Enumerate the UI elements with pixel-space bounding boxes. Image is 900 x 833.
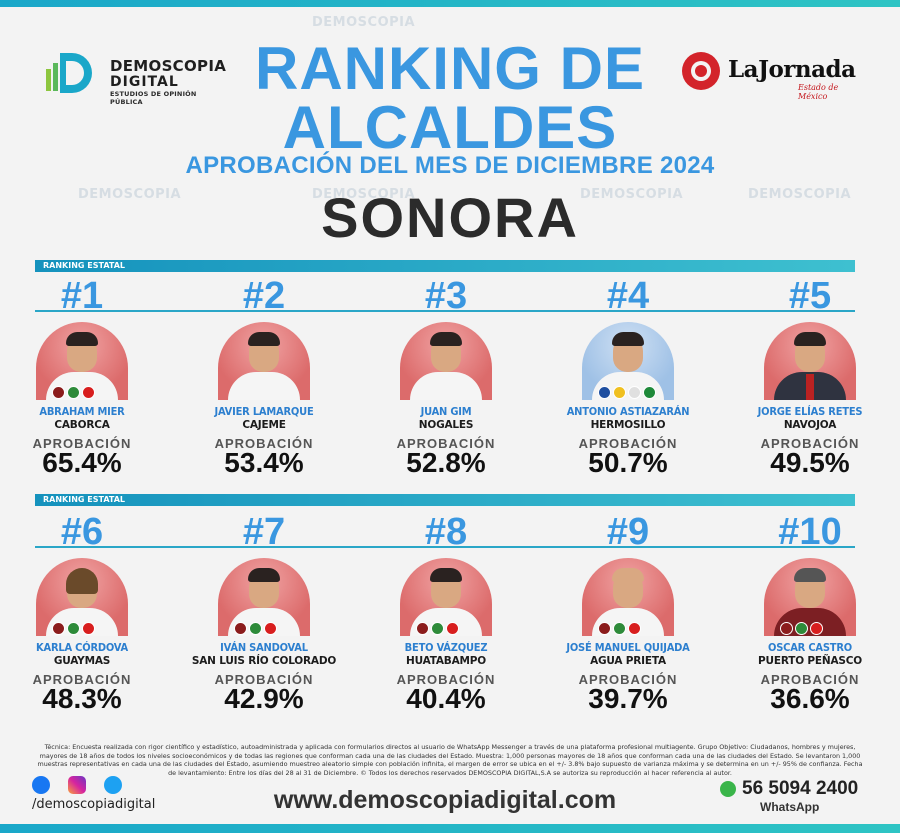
rank-number: #5 <box>788 275 832 317</box>
approval-value: 40.4% <box>406 683 486 714</box>
city-name: PUERTO PEÑASCO <box>758 655 862 667</box>
title-line-1: RANKING DE <box>254 35 645 102</box>
candidate-name: BETO VÁZQUEZ <box>404 641 488 654</box>
candidate-name: JOSÉ MANUEL QUIJADA <box>566 641 690 654</box>
approval-value: 39.7% <box>588 683 668 714</box>
sun-icon <box>682 52 720 90</box>
city-name: CABORCA <box>54 419 110 431</box>
whatsapp-label: WhatsApp <box>760 800 820 814</box>
city-name: NAVOJOA <box>783 419 837 431</box>
methodology-note: Técnica: Encuesta realizada con rigor ci… <box>37 743 863 777</box>
approval-label: APROBACIÓN <box>396 672 496 687</box>
city-name: GUAYMAS <box>53 655 111 667</box>
city-name: HERMOSILLO <box>590 419 666 431</box>
top-accent-bar <box>0 0 900 7</box>
subtitle: APROBACIÓN DEL MES DE DICIEMBRE 2024 <box>185 152 715 179</box>
partner-sub: Estado de México <box>798 83 839 101</box>
website-link[interactable]: www.demoscopiadigital.com <box>273 786 617 814</box>
facebook-icon[interactable] <box>32 776 50 794</box>
candidate-photo <box>36 558 128 636</box>
rank-number: #3 <box>424 275 468 317</box>
social-icons <box>32 776 122 794</box>
section-label: RANKING ESTATAL <box>43 495 126 504</box>
city-name: AGUA PRIETA <box>590 655 666 667</box>
candidate-photo <box>218 322 310 400</box>
brand-name-1: DEMOSCOPIA <box>110 57 227 75</box>
instagram-icon[interactable] <box>68 776 86 794</box>
approval-label: APROBACIÓN <box>214 436 314 451</box>
candidate-photo <box>36 322 128 400</box>
rank-number: #1 <box>60 275 104 317</box>
watermark: DEMOSCOPIA <box>580 187 684 202</box>
rank-number: #7 <box>242 511 286 553</box>
approval-value: 50.7% <box>588 447 668 478</box>
approval-label: APROBACIÓN <box>578 672 678 687</box>
demoscopia-mark-icon <box>46 53 92 93</box>
title-line-2: ALCALDES <box>282 94 618 161</box>
candidate-name: JORGE ELÍAS RETES <box>757 405 863 418</box>
candidate-photo <box>400 322 492 400</box>
candidate-photo <box>218 558 310 636</box>
bottom-accent-bar <box>0 824 900 833</box>
approval-label: APROBACIÓN <box>578 436 678 451</box>
rank-number: #9 <box>606 511 650 553</box>
section-bar: RANKING ESTATAL <box>35 260 855 272</box>
divider <box>35 310 855 312</box>
candidate-name: ANTONIO ASTIAZARÁN <box>566 405 690 418</box>
city-name: SAN LUIS RÍO COLORADO <box>191 655 337 667</box>
approval-label: APROBACIÓN <box>760 672 860 687</box>
approval-label: APROBACIÓN <box>760 436 860 451</box>
approval-value: 52.8% <box>406 447 486 478</box>
candidate-name: KARLA CÓRDOVA <box>36 641 128 654</box>
candidate-photo <box>764 322 856 400</box>
candidate-name: ABRAHAM MIER <box>39 405 125 418</box>
approval-label: APROBACIÓN <box>32 436 132 451</box>
approval-value: 49.5% <box>770 447 850 478</box>
watermark: DEMOSCOPIA <box>748 187 852 202</box>
candidate-photo <box>764 558 856 636</box>
divider <box>35 546 855 548</box>
brand-tagline: ESTUDIOS DE OPINIÓN PÚBLICA <box>110 90 197 106</box>
candidate-name: JUAN GIM <box>420 405 472 418</box>
whatsapp-icon <box>720 781 736 797</box>
approval-label: APROBACIÓN <box>32 672 132 687</box>
rank-number: #2 <box>242 275 286 317</box>
section-label: RANKING ESTATAL <box>43 261 126 270</box>
candidate-photo <box>400 558 492 636</box>
approval-value: 65.4% <box>42 447 122 478</box>
candidate-name: JAVIER LAMARQUE <box>214 405 314 418</box>
la-jornada-logo: LaJornada Estado de México <box>680 50 860 101</box>
state-name: SONORA <box>321 186 579 249</box>
rank-number: #10 <box>778 511 842 553</box>
city-name: HUATABAMPO <box>406 655 486 667</box>
section-bar: RANKING ESTATAL <box>35 494 855 506</box>
demoscopia-logo: DEMOSCOPIA DIGITAL ESTUDIOS DE OPINIÓN P… <box>44 47 226 106</box>
rank-number: #6 <box>60 511 104 553</box>
phone-number: 56 5094 2400 <box>742 778 859 799</box>
rank-number: #8 <box>424 511 468 553</box>
approval-value: 48.3% <box>42 683 122 714</box>
brand-name-2: DIGITAL <box>110 74 179 90</box>
approval-label: APROBACIÓN <box>396 436 496 451</box>
candidate-photo <box>582 558 674 636</box>
approval-value: 42.9% <box>224 683 304 714</box>
candidate-name: IVÁN SANDOVAL <box>220 641 308 654</box>
candidate-name: OSCAR CASTRO <box>768 641 852 654</box>
candidate-photo <box>582 322 674 400</box>
rank-number: #4 <box>606 275 650 317</box>
watermark: DEMOSCOPIA <box>312 187 416 202</box>
approval-value: 53.4% <box>224 447 304 478</box>
city-name: NOGALES <box>418 419 474 431</box>
twitter-icon[interactable] <box>104 776 122 794</box>
social-handle[interactable]: /demoscopiadigital <box>32 797 156 812</box>
approval-value: 36.6% <box>770 683 850 714</box>
partner-name: LaJornada <box>728 56 856 83</box>
approval-label: APROBACIÓN <box>214 672 314 687</box>
city-name: CAJEME <box>242 419 286 431</box>
watermark: DEMOSCOPIA <box>312 15 416 30</box>
watermark: DEMOSCOPIA <box>78 187 182 202</box>
